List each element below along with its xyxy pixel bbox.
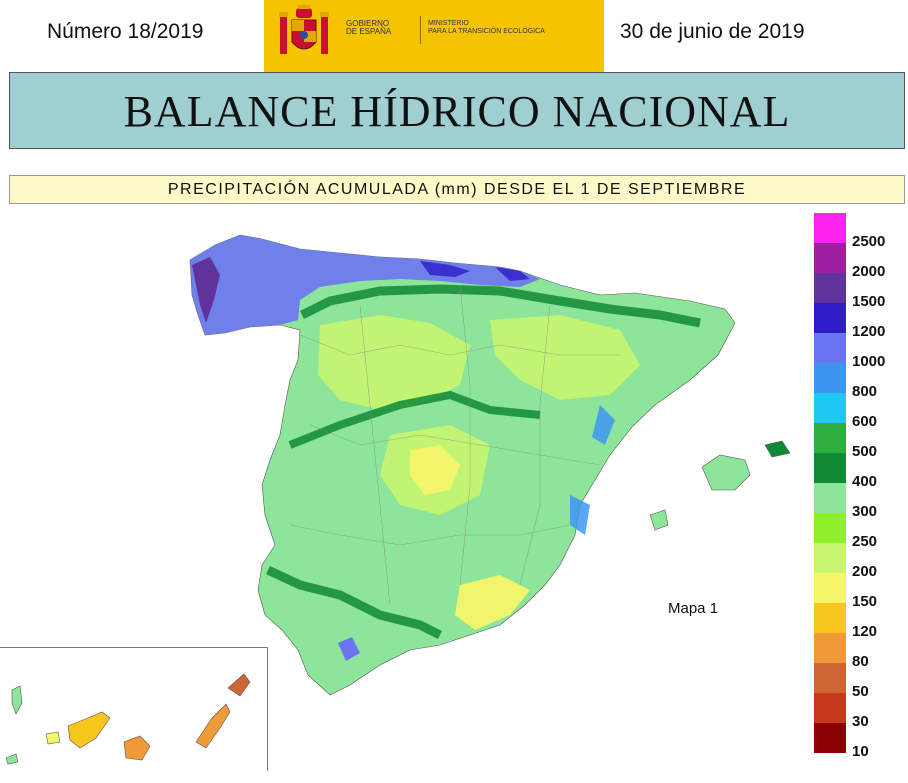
government-logo-band: GOBIERNO DE ESPAÑA MINISTERIO PARA LA TR… — [264, 0, 604, 72]
legend-label: 2500 — [852, 233, 886, 250]
legend-label: 120 — [852, 623, 878, 640]
legend-label: 300 — [852, 503, 878, 520]
gran-canaria-island — [123, 735, 151, 761]
legend-label: 1200 — [852, 323, 886, 340]
legend-label: 800 — [852, 383, 878, 400]
central-system-band — [288, 390, 541, 449]
legend-swatch — [814, 273, 846, 303]
legend-swatch — [814, 423, 846, 453]
canary-islands-map — [5, 673, 251, 765]
legend-label: 200 — [852, 563, 878, 580]
legend-swatch — [814, 393, 846, 423]
tenerife-island — [67, 711, 111, 749]
legend-label: 50 — [852, 683, 869, 700]
legend-label: 10 — [852, 743, 869, 760]
precipitation-map — [189, 234, 791, 696]
legend-label: 30 — [852, 713, 869, 730]
legend-swatch — [814, 633, 846, 663]
legend-swatch — [814, 453, 846, 483]
east-coast-wet-region — [570, 405, 615, 535]
issue-date: 30 de junio de 2019 — [620, 20, 805, 43]
legend-label: 500 — [852, 443, 878, 460]
map-subtitle: PRECIPITACIÓN ACUMULADA (mm) DESDE EL 1 … — [167, 181, 747, 198]
legend-swatch — [814, 663, 846, 693]
legend-swatch — [814, 573, 846, 603]
ibiza-island — [649, 509, 669, 531]
legend-label: 600 — [852, 413, 878, 430]
title-banner: BALANCE HÍDRICO NACIONAL — [9, 72, 905, 149]
mallorca-island — [701, 454, 751, 491]
legend-label: 2000 — [852, 263, 886, 280]
ministry-label: PARA LA TRANSICIÓN ECOLÓGICA — [428, 28, 545, 35]
map-label: Mapa 1 — [668, 600, 719, 617]
canary-islands-inset — [0, 647, 268, 771]
header-bar: Número 18/2019 GOBIERNO DE ESPAÑA MINIST… — [0, 0, 908, 72]
galicia-coast-region — [192, 257, 220, 323]
legend-label: 250 — [852, 533, 878, 550]
legend-swatch — [814, 693, 846, 723]
grazalema-region — [338, 637, 360, 661]
legend-swatch — [814, 303, 846, 333]
legend-swatch — [814, 213, 846, 243]
el-hierro-island — [5, 753, 19, 765]
legend-swatch — [814, 243, 846, 273]
legend-label: 1000 — [852, 353, 886, 370]
north-ring-region — [299, 284, 701, 328]
central-dry-region — [410, 445, 460, 495]
menorca-island — [764, 440, 791, 458]
south-band-region — [266, 565, 443, 640]
issue-number: Número 18/2019 — [47, 20, 204, 43]
legend-swatch — [814, 513, 846, 543]
lanzarote-island — [227, 673, 251, 697]
la-gomera-island — [45, 731, 61, 745]
legend-label: 400 — [852, 473, 878, 490]
legend-label: 80 — [852, 653, 869, 670]
fuerteventura-island — [195, 703, 231, 749]
government-label: GOBIERNO — [346, 19, 390, 28]
government-label: DE ESPAÑA — [346, 27, 392, 36]
southeast-dry-region — [455, 575, 530, 630]
divider — [420, 16, 421, 44]
legend-swatch — [814, 603, 846, 633]
legend-swatch — [814, 543, 846, 573]
legend-swatch — [814, 333, 846, 363]
legend-swatch — [814, 363, 846, 393]
north-wet-region — [190, 235, 540, 335]
ebro-valley-region — [490, 315, 640, 400]
ministry-label: MINISTERIO — [428, 20, 469, 27]
coat-of-arms-icon — [279, 5, 329, 54]
cantabrian-region — [420, 261, 530, 281]
legend-swatch — [814, 723, 846, 753]
la-palma-island — [11, 685, 23, 715]
province-borders — [289, 284, 620, 606]
north-plateau-region — [318, 315, 470, 410]
legend-swatch — [814, 483, 846, 513]
page-title: BALANCE HÍDRICO NACIONAL — [123, 87, 791, 136]
subtitle-banner: PRECIPITACIÓN ACUMULADA (mm) DESDE EL 1 … — [9, 175, 905, 204]
legend-label: 150 — [852, 593, 878, 610]
legend-label: 1500 — [852, 293, 886, 310]
